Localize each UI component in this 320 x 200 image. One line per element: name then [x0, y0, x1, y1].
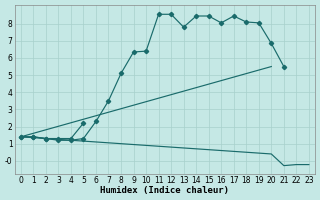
X-axis label: Humidex (Indice chaleur): Humidex (Indice chaleur): [100, 186, 229, 195]
